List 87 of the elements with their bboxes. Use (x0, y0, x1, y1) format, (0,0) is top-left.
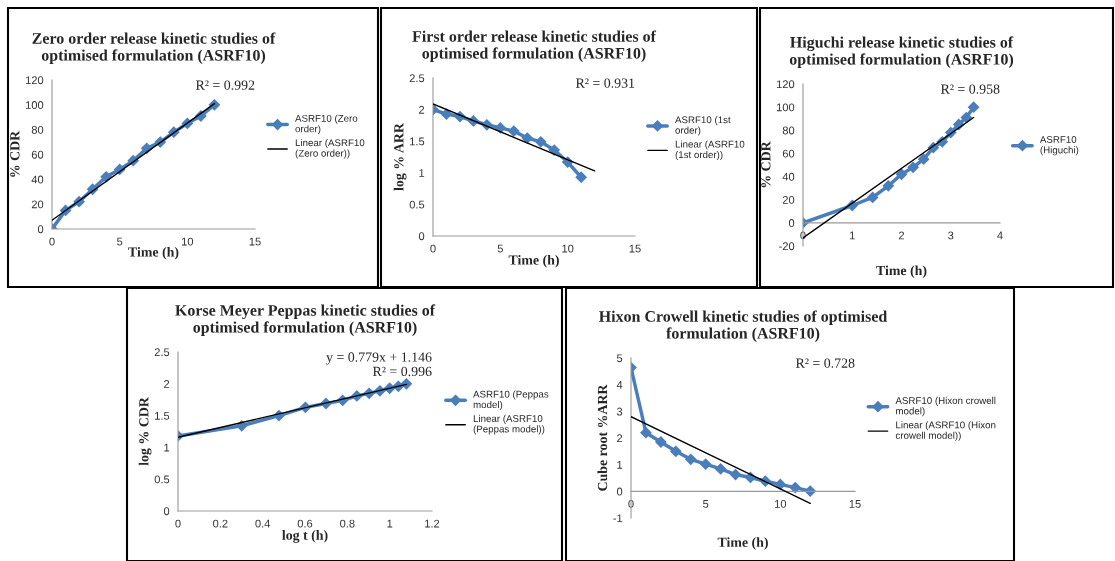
y-tick-label: 1 (164, 443, 170, 452)
y-tick-label: 40 (31, 175, 44, 184)
y-tick-label: 1 (617, 461, 623, 469)
x-tick-label: 0 (49, 237, 55, 246)
x-axis-title: Time (h) (717, 537, 768, 550)
x-tick-label: 0.6 (297, 519, 313, 528)
y-tick-label: 1.5 (410, 137, 425, 146)
annotation: y = 0.779x + 1.146 (326, 352, 432, 365)
y-tick-label: 0.5 (154, 475, 170, 484)
y-tick-label: 2.5 (154, 348, 170, 357)
x-tick-label: 15 (849, 500, 861, 508)
legend-label: ASRF10 (1st order) (675, 116, 731, 136)
annotation: R² = 0.958 (940, 84, 1000, 94)
x-tick-label: 0.4 (255, 519, 271, 528)
annotation: R² = 0.728 (795, 358, 855, 368)
y-axis-title: % CDR (10, 130, 20, 177)
y-tick-label: 2 (617, 434, 623, 443)
x-axis-title: Time (h) (508, 254, 559, 268)
y-tick-label: -1 (613, 514, 623, 523)
x-axis-title: log t (h) (282, 530, 328, 543)
y-tick-label: -20 (779, 242, 795, 251)
x-tick-label: 0 (175, 519, 181, 528)
x-tick-label: 0 (628, 499, 634, 508)
x-tick-label: 5 (703, 500, 709, 508)
y-axis-title: log % ARR (393, 122, 407, 191)
y-tick-label: 80 (31, 125, 44, 134)
x-axis-title: Time (h) (876, 265, 927, 279)
y-tick-label: 0 (788, 219, 795, 227)
x-tick-label: 2 (898, 231, 905, 240)
annotation: R² = 0.931 (575, 78, 635, 88)
y-tick-label: 60 (782, 149, 795, 158)
x-tick-label: 4 (997, 231, 1003, 240)
legend-label: ASRF10 (Peppas model) (473, 390, 549, 410)
y-axis-title: % CDR (761, 141, 771, 188)
x-tick-label: 1.2 (425, 519, 440, 528)
y-tick-label: 2 (164, 380, 170, 388)
y-tick-label: 100 (776, 103, 795, 112)
chart-title: Zero order release kinetic studies of optimised formulation (ASRF10) (32, 32, 276, 64)
y-tick-label: 5 (616, 354, 623, 363)
annotation: R² = 0.996 (372, 366, 432, 377)
y-tick-label: 80 (782, 126, 795, 135)
x-tick-label: 0 (430, 244, 436, 253)
x-tick-label: 10 (182, 237, 194, 246)
y-tick-label: 0 (163, 507, 170, 516)
legend-label: Linear (ASRF10 (Hixon crowell model)) (895, 421, 996, 441)
y-tick-label: 0 (37, 225, 44, 234)
legend-label: Linear (ASRF10 (Zero order)) (295, 139, 365, 159)
y-tick-label: 20 (782, 195, 795, 204)
x-tick-label: 15 (249, 237, 261, 246)
chart-title: Hixon Crowell kinetic studies of optimised formulation (ASRF10) (599, 310, 888, 342)
legend-label: ASRF10 (Hixon crowell model) (895, 396, 996, 417)
legend-label: ASRF10 (Higuchi) (1039, 136, 1079, 156)
legend-label: Linear (ASRF10 (Peppas model)) (473, 414, 545, 435)
x-tick-label: 0.2 (213, 519, 228, 528)
y-tick-label: 120 (776, 80, 795, 89)
x-tick-label: 1 (850, 231, 855, 240)
x-axis-title: Time (h) (128, 246, 179, 260)
y-axis-title: log % CDR (138, 397, 152, 466)
y-tick-label: 120 (25, 76, 44, 85)
chart-title: First order release kinetic studies of optimised formulation (ASRF10) (412, 30, 657, 62)
x-tick-label: 10 (775, 499, 787, 508)
y-tick-label: 60 (31, 150, 44, 159)
legend-label: ASRF10 (Zero order) (295, 114, 358, 135)
y-tick-label: 2 (419, 105, 425, 114)
chart-title: Higuchi release kinetic studies of optimised formulation (ASRF10) (789, 36, 1014, 68)
y-tick-label: 1.5 (155, 411, 170, 420)
y-tick-label: 0 (616, 487, 623, 496)
y-tick-label: 100 (25, 101, 44, 109)
x-tick-label: 0 (800, 231, 806, 240)
x-tick-label: 5 (497, 244, 503, 253)
chart-title: Korse Meyer Peppas kinetic studies of optimised formulation (ASRF10) (175, 304, 436, 336)
annotation: R² = 0.992 (195, 80, 255, 90)
y-tick-label: 2.5 (409, 74, 425, 83)
legend-label: Linear (ASRF10 (1st order)) (675, 140, 745, 160)
y-tick-label: 3 (616, 407, 623, 416)
y-tick-label: 4 (616, 381, 623, 389)
x-tick-label: 3 (948, 231, 954, 240)
y-tick-label: 20 (31, 200, 44, 209)
x-tick-label: 10 (562, 244, 574, 253)
y-tick-label: 40 (782, 172, 795, 181)
x-tick-label: 15 (629, 244, 641, 253)
x-tick-label: 1 (387, 519, 393, 528)
y-tick-label: 0.5 (409, 200, 425, 209)
y-axis-title: Cube root %ARR (597, 384, 608, 491)
x-tick-label: 5 (117, 237, 123, 246)
y-tick-label: 1 (419, 169, 425, 177)
x-tick-label: 0.8 (340, 519, 355, 528)
